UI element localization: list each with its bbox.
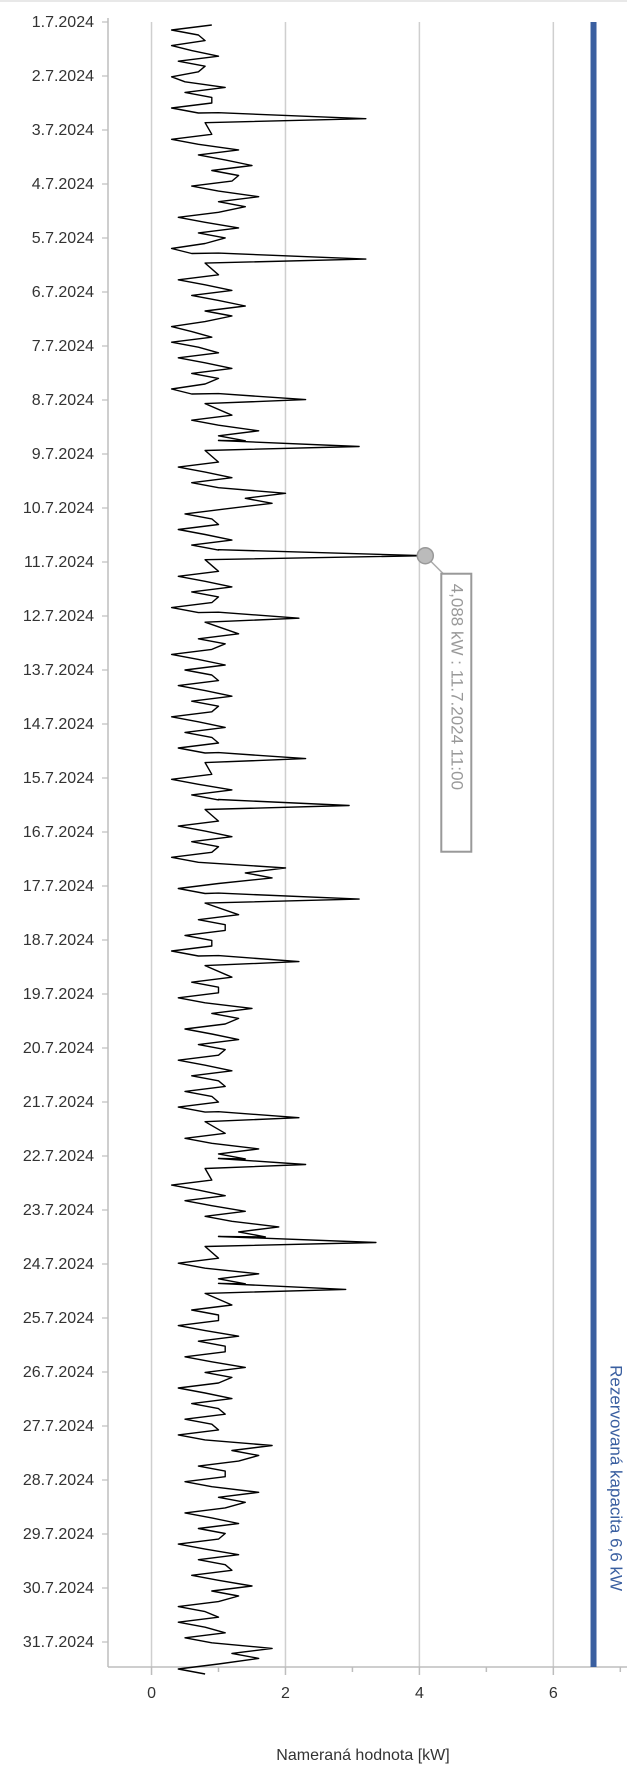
- y-tick-label: 21.7.2024: [23, 1094, 94, 1111]
- y-tick-label: 10.7.2024: [23, 500, 94, 517]
- x-tick-label: 6: [549, 1685, 558, 1702]
- y-tick-label: 15.7.2024: [23, 770, 94, 787]
- x-tick-label: 2: [281, 1685, 290, 1702]
- annotation-layer: 4,088 kW : 11.7.2024 11:00: [416, 546, 473, 853]
- annotation-marker: [416, 546, 435, 565]
- x-tick-label: 4: [415, 1685, 424, 1702]
- y-tick-label: 26.7.2024: [23, 1364, 94, 1381]
- grid-layer: [0, 0, 627, 1667]
- y-tick-label: 9.7.2024: [32, 446, 94, 463]
- y-tick-label: 18.7.2024: [23, 932, 94, 949]
- y-tick-label: 6.7.2024: [32, 284, 94, 301]
- y-tick-label: 29.7.2024: [23, 1526, 94, 1543]
- y-tick-label: 14.7.2024: [23, 716, 94, 733]
- y-tick-label: 5.7.2024: [32, 230, 94, 247]
- y-tick-label: 8.7.2024: [32, 392, 94, 409]
- y-tick-label: 13.7.2024: [23, 662, 94, 679]
- annotation-box: [440, 572, 473, 853]
- series-line: [170, 24, 426, 1675]
- y-tick-label: 19.7.2024: [23, 986, 94, 1003]
- x-tick-label: 0: [147, 1685, 156, 1702]
- y-tick-label: 11.7.2024: [24, 554, 94, 571]
- y-tick-label: 2.7.2024: [32, 68, 94, 85]
- y-tick-label: 20.7.2024: [23, 1040, 94, 1057]
- annotation-text: 4,088 kW : 11.7.2024 11:00: [447, 584, 466, 790]
- y-tick-label: 12.7.2024: [23, 608, 94, 625]
- series-layer: [170, 24, 426, 1675]
- reference-layer: Rezervovaná kapacita 6,6 kW: [590, 22, 626, 1667]
- x-axis-title: Nameraná hodnota [kW]: [276, 1747, 449, 1764]
- y-tick-label: 25.7.2024: [23, 1310, 94, 1327]
- y-tick-label: 17.7.2024: [23, 878, 94, 895]
- y-tick-label: 28.7.2024: [23, 1472, 94, 1489]
- y-tick-label: 23.7.2024: [23, 1202, 94, 1219]
- y-tick-label: 7.7.2024: [32, 338, 94, 355]
- y-tick-label: 16.7.2024: [23, 824, 94, 841]
- reference-line-label: Rezervovaná kapacita 6,6 kW: [607, 1365, 626, 1591]
- y-tick-label: 4.7.2024: [32, 176, 94, 193]
- y-tick-label: 22.7.2024: [23, 1148, 94, 1165]
- y-tick-label: 31.7.2024: [23, 1634, 94, 1651]
- y-tick-label: 27.7.2024: [23, 1418, 94, 1435]
- y-tick-label: 1.7.2024: [32, 14, 94, 31]
- y-tick-label: 3.7.2024: [32, 122, 94, 139]
- y-tick-label: 30.7.2024: [23, 1580, 94, 1597]
- axis-layer: 0 2 4 6 Nameraná hodnota [kW] 1.7.2024 2.7.202…: [23, 14, 627, 1764]
- y-tick-label: 24.7.2024: [23, 1256, 94, 1273]
